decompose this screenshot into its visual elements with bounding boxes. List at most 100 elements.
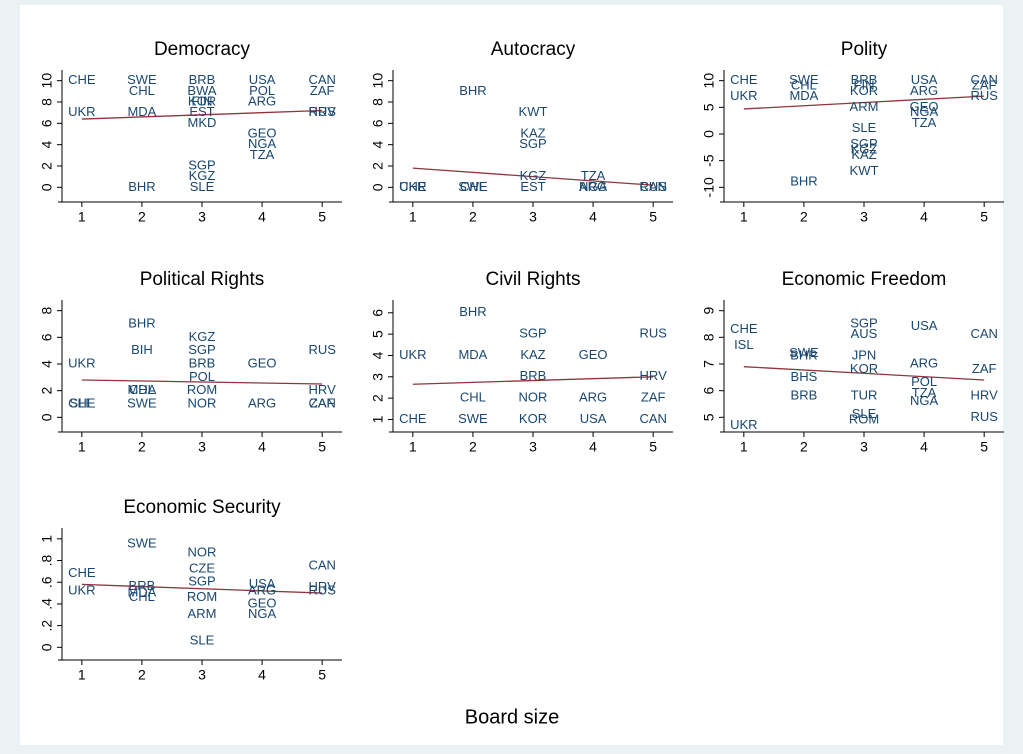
point-label: CHL <box>460 390 486 405</box>
point-label: KGZ <box>520 168 547 183</box>
point-label: BRB <box>791 387 818 402</box>
y-tick-label: 4 <box>370 351 386 359</box>
point-label: NGA <box>910 104 939 119</box>
point-label: RUS <box>308 582 336 597</box>
point-label: SWE <box>127 72 157 87</box>
point-label: CHE <box>399 411 427 426</box>
panel: Civil Rights 1 2 3 4 5 6 1 2 3 4 5 UKR CHE BHR MDA CHL SW… <box>370 269 673 455</box>
y-tick-label: 7 <box>701 360 717 368</box>
point-label: SGP <box>188 342 215 357</box>
x-tick-label: 5 <box>649 439 657 455</box>
point-label: USA <box>580 411 607 426</box>
y-tick-label: -5 <box>701 154 717 167</box>
point-label: CHE <box>68 565 96 580</box>
point-label: SWE <box>458 411 488 426</box>
y-tick-label: 3 <box>370 373 386 381</box>
y-tick-label: .4 <box>39 598 55 610</box>
x-tick-label: 4 <box>258 667 266 683</box>
point-label: CAN <box>308 72 335 87</box>
point-label: HRV <box>309 579 337 594</box>
point-label: MDA <box>127 382 156 397</box>
y-tick-label: 5 <box>370 330 386 338</box>
point-label: NGA <box>579 179 608 194</box>
point-label: ISL <box>734 337 754 352</box>
point-label: RUS <box>970 88 998 103</box>
y-tick-label: 10 <box>39 73 55 89</box>
inner-background <box>20 5 1003 745</box>
x-tick-label: 1 <box>409 209 417 225</box>
x-tick-label: 4 <box>920 209 928 225</box>
point-label: SWE <box>127 536 157 551</box>
point-label: CHL <box>460 179 486 194</box>
point-label: CHL <box>129 382 155 397</box>
point-label: KOR <box>850 361 878 376</box>
point-label: KAZ <box>520 125 545 140</box>
point-label: SLE <box>852 406 877 421</box>
point-label: KOR <box>188 93 216 108</box>
point-label: KGZ <box>851 141 878 156</box>
x-tick-label: 4 <box>589 209 597 225</box>
point-label: MKD <box>188 115 217 130</box>
x-tick-label: 1 <box>78 667 86 683</box>
fit-line <box>81 379 323 385</box>
point-label: ARG <box>910 355 938 370</box>
panel-title: Civil Rights <box>485 269 580 290</box>
point-label: GEO <box>248 125 277 140</box>
point-label: BHR <box>459 83 486 98</box>
point-label: UKR <box>68 104 95 119</box>
point-label: FIN <box>192 93 213 108</box>
y-tick-label: 6 <box>39 119 55 127</box>
point-label: EST <box>189 104 214 119</box>
point-label: SWE <box>789 72 819 87</box>
y-tick-label: 6 <box>39 333 55 341</box>
panel: Economic Security 0 .2 .4 .6 .8 1 1 2 3 4 5 CHE UKR SW… <box>39 497 342 683</box>
point-label: TZA <box>912 385 937 400</box>
point-label: CHL <box>791 77 817 92</box>
point-label: RUS <box>970 409 998 424</box>
point-label: BHR <box>790 347 817 362</box>
point-label: KAZ <box>851 147 876 162</box>
point-label: RUS <box>308 342 336 357</box>
point-label: USA <box>249 72 276 87</box>
point-label: ARG <box>248 582 276 597</box>
point-label: UKR <box>399 179 426 194</box>
y-tick-label: 8 <box>39 98 55 106</box>
point-label: CAN <box>308 557 335 572</box>
y-tick-label: 0 <box>39 183 55 191</box>
point-label: SLE <box>70 395 95 410</box>
y-tick-label: .6 <box>39 576 55 588</box>
point-label: BHR <box>128 179 155 194</box>
point-label: USA <box>911 72 938 87</box>
point-label: MDA <box>127 104 156 119</box>
y-tick-label: 4 <box>39 141 55 149</box>
point-label: MDA <box>458 347 487 362</box>
x-tick-label: 4 <box>920 439 928 455</box>
x-tick-label: 2 <box>800 209 808 225</box>
point-label: CAN <box>970 72 997 87</box>
point-label: KOR <box>850 83 878 98</box>
point-label: KAZ <box>520 347 545 362</box>
point-label: BIH <box>131 342 153 357</box>
x-tick-label: 5 <box>318 667 326 683</box>
point-label: KOR <box>519 411 547 426</box>
point-label: CHE <box>730 72 758 87</box>
point-label: POL <box>249 83 275 98</box>
y-tick-label: 6 <box>370 309 386 317</box>
y-tick-label: .8 <box>39 554 55 566</box>
x-tick-label: 5 <box>318 209 326 225</box>
x-tick-label: 2 <box>469 439 477 455</box>
point-label: ARM <box>850 99 879 114</box>
x-axis-title: Board size <box>465 706 560 728</box>
y-tick-label: 6 <box>370 119 386 127</box>
y-tick-label: 1 <box>370 415 386 423</box>
y-tick-label: 6 <box>701 387 717 395</box>
x-tick-label: 1 <box>78 209 86 225</box>
point-label: NOR <box>188 544 217 559</box>
point-label: ARG <box>248 93 276 108</box>
point-label: GEO <box>248 355 277 370</box>
x-tick-label: 1 <box>409 439 417 455</box>
x-tick-label: 3 <box>529 439 537 455</box>
point-label: ROM <box>187 382 217 397</box>
